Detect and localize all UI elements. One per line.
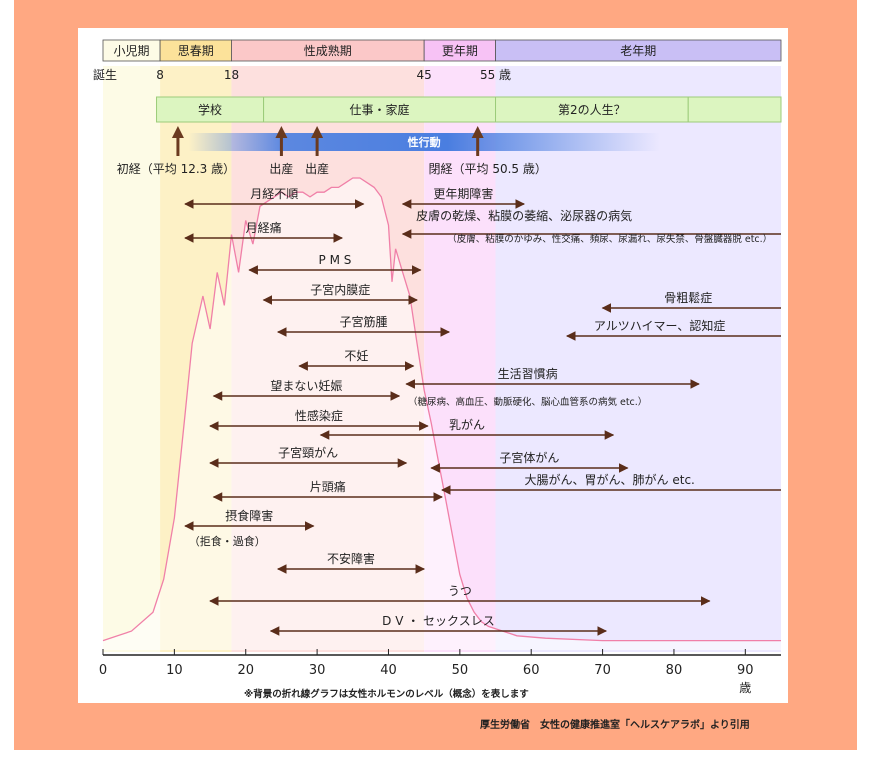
condition-label: 不妊	[344, 349, 368, 363]
condition-label: 月経不順	[250, 187, 298, 201]
condition-note: （拒食・過食）	[189, 534, 266, 548]
x-tick-label: 10	[166, 663, 183, 678]
source-credit: 厚生労働省 女性の健康推進室「ヘルスケアラボ」より引用	[480, 720, 750, 731]
event-label: 出産	[269, 161, 293, 176]
condition-label: P M S	[319, 253, 352, 267]
milestone-label: 誕生	[93, 68, 117, 82]
life-phase-cell	[687, 96, 782, 123]
event-arrow-head	[275, 126, 288, 138]
event-label: 初経（平均 12.3 歳）	[117, 162, 235, 176]
condition-label: 不安障害	[327, 551, 375, 566]
x-tick-label: 30	[309, 663, 326, 678]
condition-label: 月経痛	[246, 220, 282, 235]
condition-label: 骨粗鬆症	[664, 290, 712, 305]
milestone-label: 45	[417, 68, 432, 82]
condition-label: D V ・ セックスレス	[382, 614, 495, 628]
life-phase-label: 仕事・家庭	[350, 102, 410, 117]
chart-panel: 小児期 思春期 性成熟期 更年期 老年期誕生 8 18 45 55 歳 学校 仕事・家庭 第2の人生…	[78, 28, 788, 703]
x-axis-unit: 歳	[739, 681, 751, 695]
condition-label: 皮膚の乾燥、粘膜の萎縮、泌尿器の病気	[416, 208, 632, 223]
x-tick-label: 80	[666, 663, 683, 678]
condition-label: 子宮頸がん	[278, 445, 338, 460]
event-arrow-head	[471, 126, 484, 138]
x-tick-label: 0	[99, 663, 107, 678]
condition-label: 子宮筋腫	[339, 314, 387, 329]
stage-band	[495, 66, 781, 652]
condition-label: 片頭痛	[310, 479, 346, 494]
x-tick-label: 60	[523, 663, 540, 678]
chart-footnote: ※背景の折れ線グラフは女性ホルモンのレベル（概念）を表します	[244, 688, 529, 700]
condition-label: 子宮体がん	[499, 450, 559, 465]
condition-label: うつ	[448, 584, 472, 598]
stage-header-label: 小児期	[114, 44, 150, 58]
event-label: 閉経（平均 50.5 歳）	[429, 162, 547, 176]
life-phase-cell	[156, 96, 265, 123]
event-arrow-head	[171, 126, 184, 138]
life-phase-label: 学校	[198, 102, 222, 117]
milestone-label: 55 歳	[480, 68, 511, 82]
milestone-label: 8	[156, 68, 164, 82]
milestone-label: 18	[224, 68, 239, 82]
stage-header-label: 老年期	[620, 44, 656, 58]
stage-header-label: 性成熟期	[304, 43, 352, 58]
x-tick-label: 90	[737, 663, 754, 678]
condition-label: 生活習慣病	[498, 366, 558, 381]
life-phase-label: 第2の人生？	[558, 103, 626, 117]
sexual-activity-label: 性行動	[408, 135, 441, 149]
stage-header-label: 思春期	[178, 44, 214, 58]
condition-note: （皮膚、粘膜のかゆみ、性交痛、頻尿、尿漏れ、尿失禁、骨盤臓器脱 etc.）	[447, 233, 772, 245]
x-tick-label: 70	[594, 663, 611, 678]
stage-header-label: 更年期	[442, 44, 478, 58]
stage-band	[103, 66, 161, 652]
event-arrow-head	[311, 126, 324, 138]
x-tick-label: 50	[452, 663, 469, 678]
condition-label: 乳がん	[449, 417, 485, 432]
condition-label: 更年期障害	[433, 186, 493, 201]
event-label: 出産	[305, 161, 329, 176]
condition-label: アルツハイマー、認知症	[594, 318, 726, 333]
x-tick-label: 40	[380, 663, 397, 678]
sexual-activity-bar	[188, 133, 660, 151]
condition-label: 摂食障害	[225, 508, 273, 523]
condition-label: 子宮内膜症	[310, 282, 370, 297]
condition-label: 望まない妊娠	[270, 379, 342, 393]
x-tick-label: 20	[237, 663, 254, 678]
condition-label: 性感染症	[295, 408, 343, 423]
condition-label: 大腸がん、胃がん、肺がん etc.	[525, 472, 695, 487]
stage-header-cell	[495, 39, 782, 62]
condition-note: （糖尿病、高血圧、動脈硬化、脳心血管系の病気 etc.）	[408, 396, 647, 408]
